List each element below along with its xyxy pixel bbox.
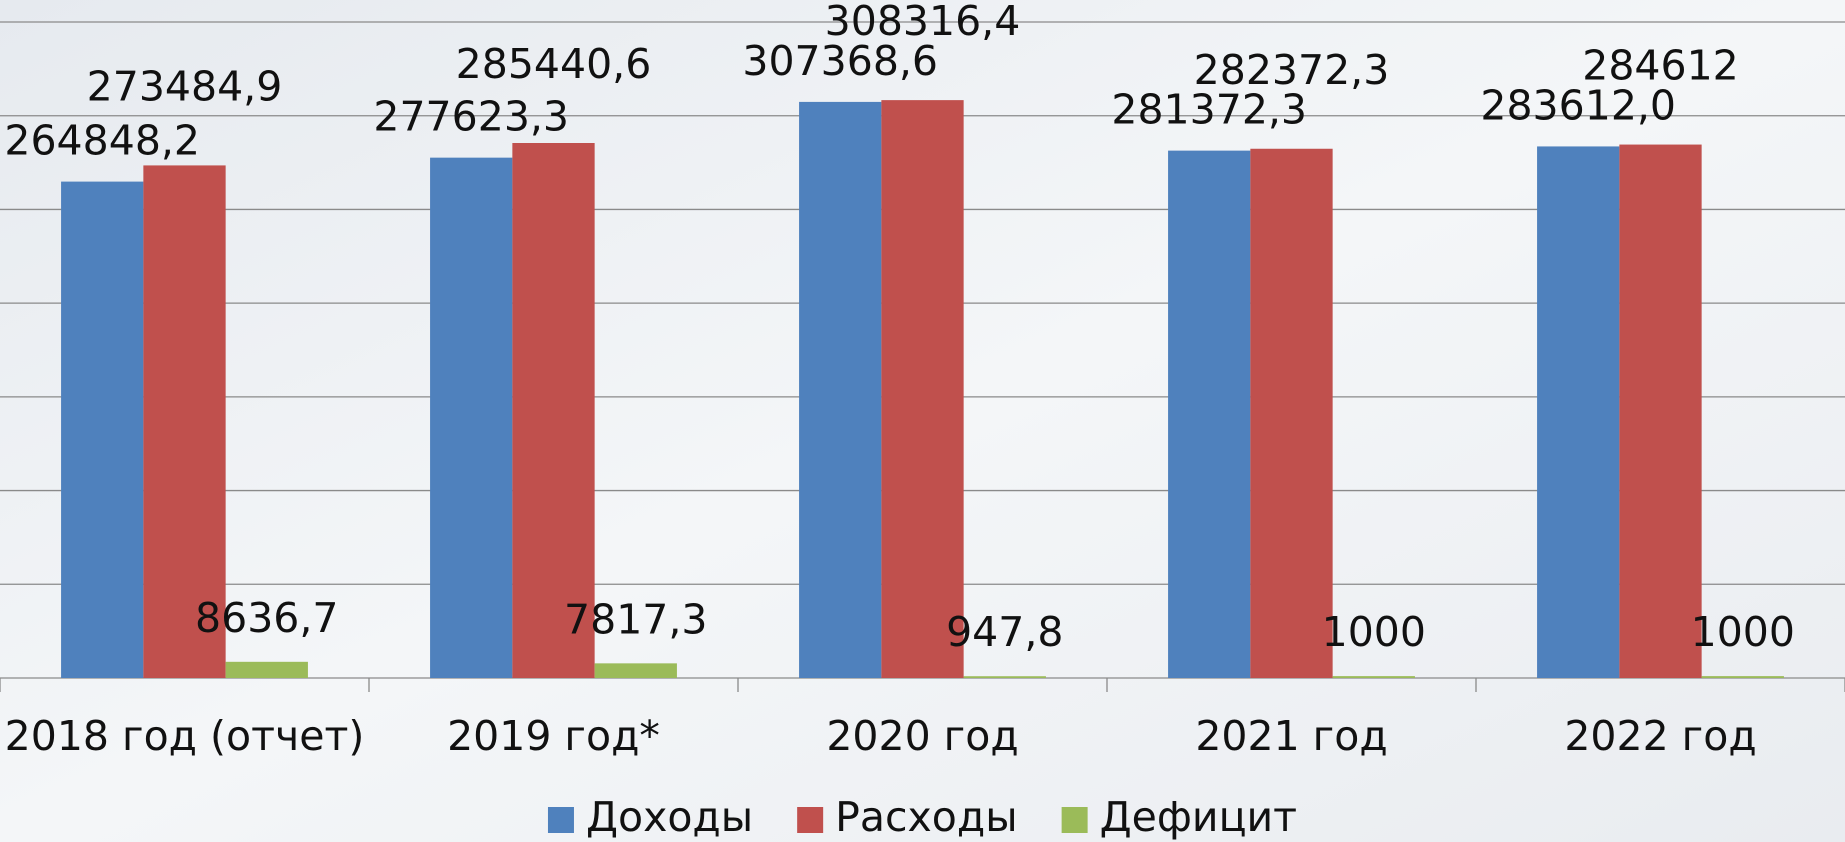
bar bbox=[512, 143, 595, 679]
bar bbox=[225, 661, 308, 678]
data-label: 1000 bbox=[1691, 608, 1795, 656]
x-tick-label: 2020 год bbox=[826, 712, 1018, 760]
bar bbox=[1250, 148, 1333, 678]
bar bbox=[1168, 150, 1251, 678]
legend-swatch bbox=[547, 807, 574, 833]
x-tick-label: 2021 год bbox=[1195, 712, 1387, 760]
data-label: 1000 bbox=[1322, 608, 1426, 656]
bar bbox=[799, 101, 882, 678]
data-label: 277623,3 bbox=[373, 93, 569, 141]
x-tick-label: 2022 год bbox=[1564, 712, 1756, 760]
data-label: 285440,6 bbox=[456, 40, 652, 88]
bar bbox=[881, 100, 964, 679]
data-label: 282372,3 bbox=[1194, 46, 1390, 94]
legend-swatch bbox=[797, 807, 824, 833]
data-label: 8636,7 bbox=[195, 594, 338, 642]
data-label: 273484,9 bbox=[87, 62, 283, 110]
bar bbox=[143, 165, 226, 679]
bar bbox=[61, 181, 144, 678]
bar bbox=[1701, 676, 1784, 678]
data-label: 281372,3 bbox=[1111, 86, 1307, 134]
legend-label: Дефицит bbox=[1100, 793, 1297, 841]
legend-label: Доходы bbox=[586, 793, 753, 841]
bar bbox=[1537, 146, 1620, 679]
data-label: 307368,6 bbox=[742, 37, 938, 85]
data-label: 7817,3 bbox=[564, 595, 707, 643]
data-label: 284612 bbox=[1582, 42, 1739, 90]
bar bbox=[1619, 144, 1702, 679]
data-label: 947,8 bbox=[946, 608, 1063, 656]
bar bbox=[594, 663, 677, 678]
bar bbox=[963, 676, 1046, 678]
data-label: 308316,4 bbox=[825, 0, 1021, 45]
x-tick-label: 2019 год* bbox=[447, 712, 660, 760]
bar bbox=[1332, 676, 1415, 678]
legend-label: Расходы bbox=[835, 793, 1017, 841]
bar bbox=[430, 157, 513, 679]
data-label: 283612,0 bbox=[1480, 81, 1676, 129]
legend-swatch bbox=[1061, 807, 1088, 833]
data-label: 264848,2 bbox=[4, 117, 200, 165]
x-tick-label: 2018 год (отчет) bbox=[5, 712, 365, 760]
